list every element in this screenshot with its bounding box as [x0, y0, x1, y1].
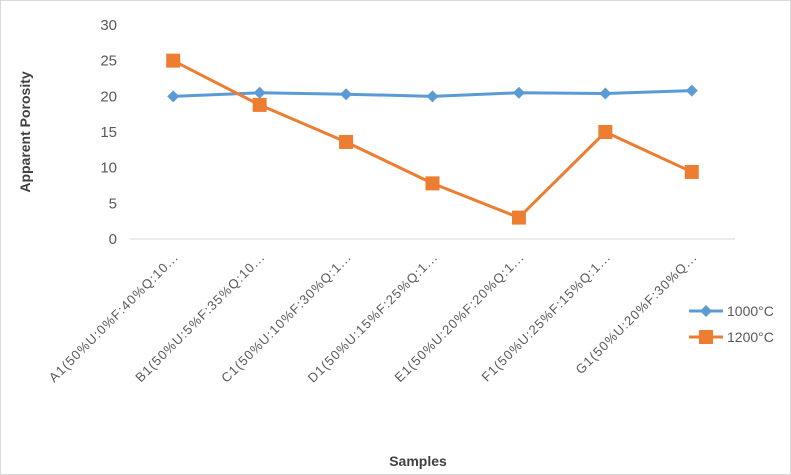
data-point	[684, 164, 699, 179]
series-layer	[166, 53, 699, 225]
data-point	[339, 134, 354, 149]
data-point	[511, 210, 526, 225]
data-point	[598, 125, 613, 139]
legend: 1000°C 1200°C	[689, 303, 774, 345]
legend-marker	[699, 330, 713, 344]
legend-item: 1200°C	[689, 329, 774, 345]
y-tick-label: 0	[109, 231, 117, 248]
series-2	[166, 53, 699, 225]
legend-label: 1200°C	[727, 329, 774, 345]
x-axis-title: Samples	[389, 453, 447, 469]
legend-label: 1000°C	[727, 303, 774, 319]
data-point	[426, 90, 439, 103]
data-point	[166, 53, 181, 68]
y-tick-label: 5	[109, 195, 117, 212]
y-axis-ticks: 0 5 10 15 20 25 30	[100, 17, 117, 248]
data-point	[340, 88, 353, 101]
y-tick-label: 15	[100, 124, 117, 141]
legend-item: 1000°C	[689, 303, 774, 319]
data-point	[512, 86, 525, 99]
y-tick-label: 30	[100, 17, 117, 34]
y-tick-label: 25	[100, 53, 117, 70]
data-point	[685, 84, 698, 97]
legend-marker	[700, 305, 712, 317]
y-tick-label: 20	[100, 88, 117, 105]
y-axis-title: Apparent Porosity	[17, 71, 33, 193]
y-tick-label: 10	[100, 160, 117, 177]
data-point	[252, 97, 267, 112]
series-1	[167, 84, 698, 103]
data-point	[425, 176, 440, 191]
data-point	[167, 90, 180, 103]
data-point	[253, 86, 266, 99]
data-point	[599, 87, 612, 100]
